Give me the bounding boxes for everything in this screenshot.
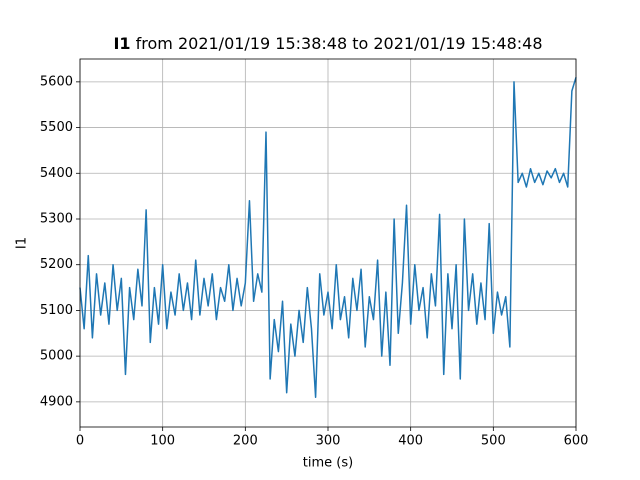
chart-title: I1 from 2021/01/19 15:38:48 to 2021/01/1… — [113, 34, 542, 53]
y-tick-label: 5400 — [40, 166, 73, 181]
y-tick-label: 5600 — [40, 74, 73, 89]
y-tick-label: 5500 — [40, 120, 73, 135]
y-tick-label: 5300 — [40, 212, 73, 227]
y-tick-label: 5000 — [40, 349, 73, 364]
title-bold: I1 — [113, 34, 130, 53]
y-tick-label: 5100 — [40, 303, 73, 318]
y-tick-label: 4900 — [40, 394, 73, 409]
x-tick-label: 600 — [564, 434, 589, 449]
title-text: from 2021/01/19 15:38:48 to 2021/01/19 1… — [136, 34, 543, 53]
plot-frame — [79, 58, 577, 428]
x-axis-label: time (s) — [303, 456, 353, 471]
y-tick-label: 5200 — [40, 257, 73, 272]
x-tick-label: 300 — [316, 434, 341, 449]
x-tick-label: 200 — [233, 434, 258, 449]
x-tick-label: 0 — [76, 434, 84, 449]
x-tick-label: 400 — [398, 434, 423, 449]
x-tick-label: 100 — [150, 434, 175, 449]
x-tick-label: 500 — [481, 434, 506, 449]
y-axis-label: I1 — [15, 237, 30, 249]
line — [79, 77, 577, 399]
